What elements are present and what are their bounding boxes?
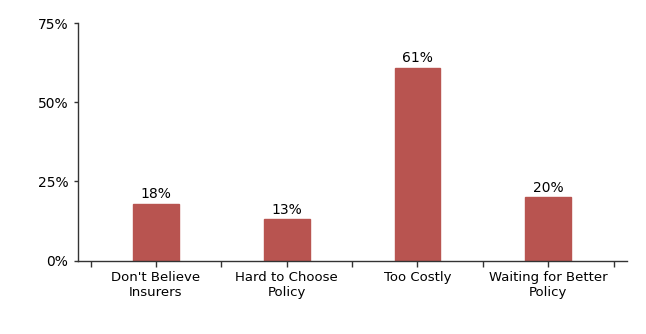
Bar	[264, 219, 309, 261]
Bar	[133, 204, 179, 261]
Text: 13%: 13%	[271, 203, 302, 217]
Text: 20%: 20%	[533, 181, 563, 195]
Bar	[395, 68, 441, 261]
Bar	[525, 197, 571, 261]
Text: 18%: 18%	[141, 187, 171, 201]
Text: 61%: 61%	[402, 51, 433, 65]
